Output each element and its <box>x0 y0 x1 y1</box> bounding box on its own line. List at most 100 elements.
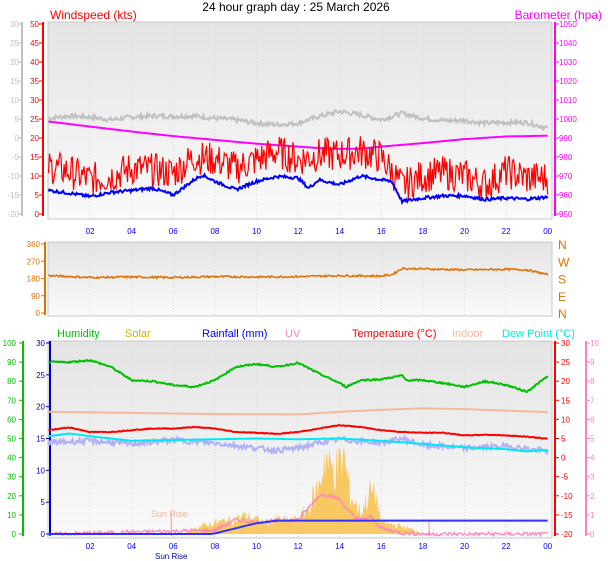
uv-tick-label: 4 <box>590 454 595 463</box>
humidity-tick-label: 10 <box>7 511 16 520</box>
x-tick-label: 18 <box>418 542 427 551</box>
legend-item-humidity: Humidity <box>57 328 100 340</box>
x-tick-label: 20 <box>460 227 469 236</box>
rainfall-tick-label: 0 <box>41 530 46 539</box>
barometer-tick-label: 950 <box>559 210 573 219</box>
x-tick-label: 16 <box>377 542 386 551</box>
dew-point-line <box>48 432 548 453</box>
temperature-tick-label: 20 <box>561 377 570 386</box>
x-tick-label: 08 <box>210 227 219 236</box>
windspeed-tick-label: 50 <box>30 20 39 29</box>
rainfall-line <box>48 519 548 535</box>
barometer-tick-label: 1020 <box>559 77 577 86</box>
rainfall-tick-label: 15 <box>36 435 45 444</box>
uv-tick-label: 2 <box>590 492 595 501</box>
x-tick-label: 22 <box>502 227 511 236</box>
temperature-tick-label: -10 <box>561 492 573 501</box>
barometer-tick-label: 1030 <box>559 58 577 67</box>
compass-label-e: E <box>558 290 566 304</box>
uv-tick-label: 7 <box>590 396 595 405</box>
windspeed-tick-label: 25 <box>30 115 39 124</box>
x-tick-label: 04 <box>127 542 136 551</box>
rainfall-tick-label: 20 <box>36 403 45 412</box>
barometer-axis-title: Barometer (hpa) <box>515 8 602 22</box>
rainfall-tick-label: 30 <box>36 339 45 348</box>
humidity-tick-label: 20 <box>7 492 16 501</box>
grey-scale-tick-label: -10 <box>7 172 19 181</box>
wind-direction-tick-label: 180 <box>27 275 41 284</box>
compass-label-w: W <box>558 255 570 269</box>
windspeed-tick-label: 20 <box>30 134 39 143</box>
humidity-tick-label: 90 <box>7 358 16 367</box>
grey-scale-tick-label: 10 <box>10 96 19 105</box>
barometer-tick-label: 1050 <box>559 20 577 29</box>
barometer-tick-label: 980 <box>559 153 573 162</box>
x-tick-label: 14 <box>335 227 344 236</box>
windspeed-tick-label: 0 <box>35 210 40 219</box>
barometer-tick-label: 1010 <box>559 96 577 105</box>
x-tick-label: 04 <box>127 227 136 236</box>
wind-direction-tick-label: 0 <box>36 309 41 318</box>
temperature-line <box>48 423 548 440</box>
temperature-tick-label: -5 <box>561 473 569 482</box>
humidity-tick-label: 60 <box>7 415 16 424</box>
rainfall-tick-label: 10 <box>36 466 45 475</box>
temperature-tick-label: 25 <box>561 358 570 367</box>
dir-plot-area <box>47 241 553 317</box>
grey-scale-tick-label: 5 <box>15 115 20 124</box>
grey-scale-tick-label: 20 <box>10 58 19 67</box>
temperature-tick-label: 5 <box>561 435 566 444</box>
uv-tick-label: 3 <box>590 473 595 482</box>
temperature-tick-label: 10 <box>561 415 570 424</box>
wind-direction-tick-label: 360 <box>27 240 41 249</box>
x-tick-label: 22 <box>502 542 511 551</box>
wind-direction-tick-label: 90 <box>31 292 40 301</box>
indoor-line <box>48 407 548 416</box>
humidity-tick-label: 30 <box>7 473 16 482</box>
windspeed-tick-label: 40 <box>30 58 39 67</box>
grey-scale-tick-label: -5 <box>12 153 20 162</box>
compass-label-n: N <box>558 238 567 252</box>
humidity-tick-label: 70 <box>7 396 16 405</box>
x-tick-label: 00 <box>543 227 552 236</box>
barometer-tick-label: 990 <box>559 134 573 143</box>
grey-scale-tick-label: 30 <box>10 20 19 29</box>
uv-tick-label: 5 <box>590 435 595 444</box>
temperature-tick-label: -15 <box>561 511 573 520</box>
temperature-tick-label: 30 <box>561 339 570 348</box>
wind-average-line <box>47 172 549 206</box>
grey-scale-tick-label: 0 <box>15 134 20 143</box>
windspeed-tick-label: 15 <box>30 153 39 162</box>
humidity-line <box>48 358 549 394</box>
windspeed-tick-label: 5 <box>35 191 40 200</box>
windspeed-tick-label: 35 <box>30 77 39 86</box>
x-tick-label: 08 <box>210 542 219 551</box>
windspeed-tick-label: 10 <box>30 172 39 181</box>
x-tick-label: 10 <box>252 227 261 236</box>
temperature-tick-label: 0 <box>561 454 566 463</box>
legend-item-dew-point-c: Dew Point (°C) <box>502 328 575 340</box>
apparent-line <box>47 433 549 456</box>
graph-title: 24 hour graph day : 25 March 2026 <box>202 0 390 14</box>
grey-scale-tick-label: -15 <box>7 191 19 200</box>
sunrise-label: Sun Rise <box>151 509 188 519</box>
humidity-tick-label: 50 <box>7 435 16 444</box>
humidity-tick-label: 40 <box>7 454 16 463</box>
windspeed-line <box>47 136 549 200</box>
humidity-tick-label: 80 <box>7 377 16 386</box>
uv-tick-label: 0 <box>590 530 595 539</box>
rainfall-tick-label: 25 <box>36 371 45 380</box>
barometer-line <box>48 120 548 150</box>
x-tick-label: 02 <box>86 227 95 236</box>
windspeed-axis-title: Windspeed (kts) <box>50 8 137 22</box>
grey-scale-tick-label: 15 <box>10 77 19 86</box>
humidity-tick-label: 0 <box>12 530 17 539</box>
legend-item-temperature-c: Temperature (°C) <box>352 328 436 340</box>
legend-item-indoor: Indoor <box>452 328 484 340</box>
temperature-tick-label: -20 <box>561 530 573 539</box>
x-tick-label: 16 <box>377 227 386 236</box>
barometer-tick-label: 1040 <box>559 39 577 48</box>
x-tick-label: 18 <box>418 227 427 236</box>
x-tick-label: 12 <box>294 227 303 236</box>
